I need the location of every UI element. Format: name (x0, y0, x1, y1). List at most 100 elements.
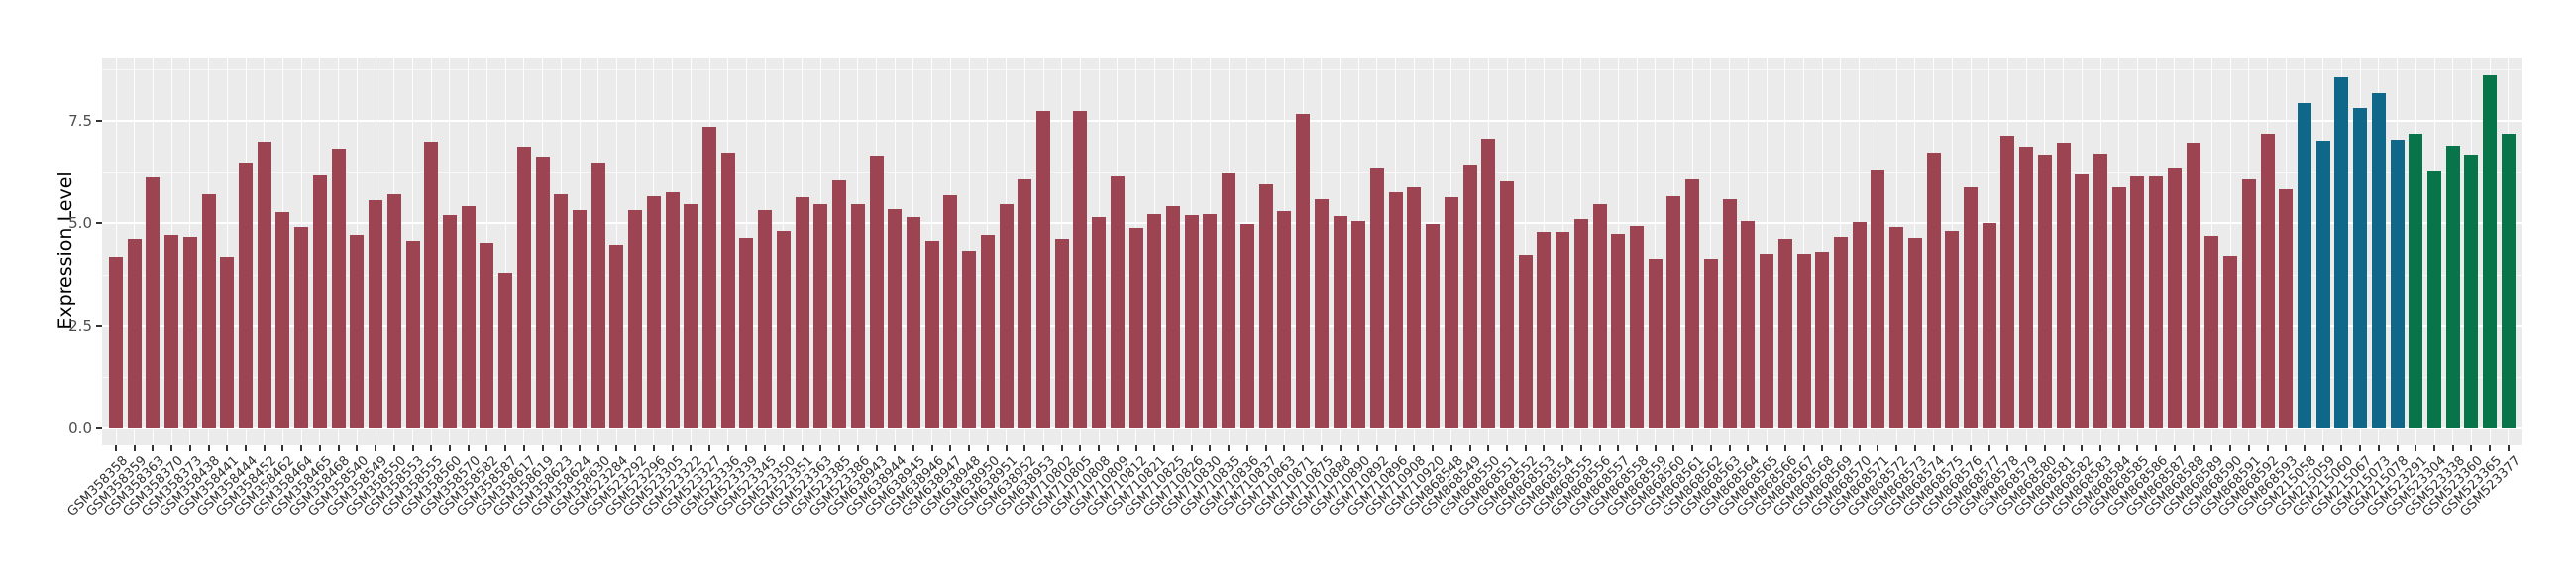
x-tick-mark (1228, 445, 1231, 451)
bar-GSM868582 (2075, 173, 2090, 428)
x-tick-mark (2006, 445, 2009, 451)
x-tick-mark (930, 445, 933, 451)
bar-GSM868554 (1556, 232, 1570, 428)
bar-GSM868586 (2149, 175, 2164, 428)
gridline-vertical (226, 58, 228, 445)
x-tick-mark (226, 445, 229, 451)
x-tick-mark (894, 445, 897, 451)
x-tick-mark (133, 445, 136, 451)
bar-GSM523338 (2445, 145, 2460, 428)
x-tick-mark (838, 445, 841, 451)
x-tick-mark (448, 445, 451, 451)
gridline-vertical (1803, 58, 1805, 445)
bar-GSM710896 (1388, 192, 1403, 428)
bar-GSM523284 (609, 244, 624, 428)
x-tick-mark (1802, 445, 1805, 451)
bar-GSM868579 (2019, 146, 2034, 428)
bar-GSM358560 (442, 215, 457, 428)
bar-GSM358359 (127, 239, 142, 428)
x-tick-mark (2321, 445, 2324, 451)
x-tick-mark (522, 445, 525, 451)
bar-GSM523363 (813, 203, 828, 428)
bar-GSM638952 (1018, 178, 1032, 428)
x-tick-mark (2433, 445, 2435, 451)
x-tick-mark (2470, 445, 2473, 451)
x-tick-mark (912, 445, 914, 451)
x-tick-mark (2285, 445, 2288, 451)
bar-GSM358363 (146, 177, 161, 428)
bar-GSM638944 (888, 209, 903, 428)
bar-GSM868549 (1462, 164, 1477, 428)
bar-GSM523360 (2464, 154, 2479, 428)
x-tick-mark (485, 445, 488, 451)
x-tick-mark (2451, 445, 2454, 451)
bar-GSM868581 (2056, 142, 2071, 428)
x-tick-mark (2377, 445, 2380, 451)
x-tick-mark (1394, 445, 1397, 451)
x-tick-mark (690, 445, 693, 451)
bar-GSM868564 (1741, 221, 1756, 428)
bar-GSM710808 (1092, 217, 1107, 428)
bar-GSM215058 (2297, 103, 2311, 428)
bar-GSM358438 (201, 194, 216, 428)
bar-GSM868577 (1982, 223, 1996, 428)
x-tick-mark (2340, 445, 2343, 451)
y-tick-label: 5.0 (68, 214, 92, 233)
x-tick-mark (1005, 445, 1008, 451)
bar-GSM868592 (2260, 134, 2275, 428)
gridline-major (102, 120, 2522, 123)
x-tick-mark (986, 445, 989, 451)
bar-GSM523322 (684, 203, 698, 428)
bar-GSM868557 (1611, 234, 1626, 428)
bar-GSM358617 (516, 146, 531, 428)
gridline-minor (102, 68, 2522, 70)
x-tick-mark (1042, 445, 1044, 451)
bar-GSM868552 (1518, 254, 1533, 428)
x-tick-mark (1487, 445, 1490, 451)
bar-GSM710888 (1333, 216, 1347, 428)
bar-GSM523305 (665, 192, 680, 428)
bar-GSM358555 (424, 142, 439, 428)
bar-GSM868569 (1833, 236, 1848, 428)
x-tick-mark (504, 445, 507, 451)
x-tick-mark (801, 445, 804, 451)
x-tick-mark (1468, 445, 1471, 451)
x-tick-mark (949, 445, 952, 451)
bar-GSM523292 (628, 210, 643, 428)
x-tick-mark (1970, 445, 1972, 451)
x-tick-mark (2247, 445, 2250, 451)
x-tick-mark (1245, 445, 1248, 451)
bar-GSM358444 (239, 162, 254, 428)
x-tick-mark (2173, 445, 2176, 451)
x-tick-mark (2303, 445, 2306, 451)
gridline-vertical (2229, 58, 2231, 445)
x-tick-mark (2266, 445, 2269, 451)
x-tick-mark (819, 445, 822, 451)
bar-GSM358462 (275, 212, 290, 428)
bar-GSM358630 (590, 162, 605, 428)
bar-GSM523345 (758, 210, 773, 428)
x-tick-mark (2117, 445, 2120, 451)
x-tick-mark (1877, 445, 1879, 451)
bar-GSM868571 (1871, 169, 1885, 428)
gridline-minor (102, 274, 2522, 276)
bar-GSM868563 (1722, 198, 1737, 428)
bar-GSM215067 (2353, 108, 2368, 428)
x-tick-mark (1506, 445, 1508, 451)
x-tick-mark (726, 445, 729, 451)
bar-GSM710825 (1166, 205, 1181, 428)
bar-GSM710871 (1296, 113, 1311, 428)
bar-GSM523350 (776, 231, 791, 428)
x-tick-mark (245, 445, 248, 451)
bar-GSM358619 (535, 156, 550, 428)
bar-GSM358550 (386, 194, 401, 428)
x-tick-mark (1023, 445, 1026, 451)
bar-GSM868576 (1964, 186, 1978, 428)
bar-GSM868593 (2279, 188, 2294, 428)
bar-GSM868558 (1630, 226, 1645, 428)
x-tick-mark (708, 445, 711, 451)
bar-GSM358373 (182, 237, 197, 428)
x-tick-mark (579, 445, 581, 451)
bar-GSM868578 (2000, 135, 2015, 428)
x-tick-mark (2507, 445, 2510, 451)
